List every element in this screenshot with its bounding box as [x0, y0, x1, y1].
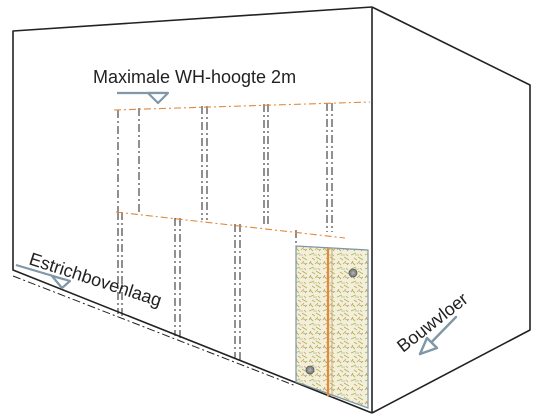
- upper-tier-frames: [117, 103, 333, 232]
- screed-top-line: [12, 275, 297, 387]
- left-wall-edge: [12, 6, 373, 414]
- screed-label: Estrichbovenlaag: [27, 249, 165, 311]
- screw-head-icon: [305, 365, 315, 375]
- max-height-label: Maximale WH-hoogte 2m: [93, 67, 296, 87]
- room-outline: [12, 6, 531, 414]
- level-triangle-icon: [15, 263, 72, 290]
- arrow-down-left-icon: [418, 315, 458, 356]
- max-height-lines: [113, 101, 371, 239]
- right-wall-edge: [371, 6, 531, 414]
- installed-wall-panel: [295, 245, 369, 409]
- level-triangle-icon: [117, 91, 170, 105]
- lower-tier-frames: [117, 212, 297, 382]
- panel-joint-line: [115, 211, 346, 239]
- screw-head-icon: [348, 268, 358, 278]
- max-height-line: [113, 101, 371, 111]
